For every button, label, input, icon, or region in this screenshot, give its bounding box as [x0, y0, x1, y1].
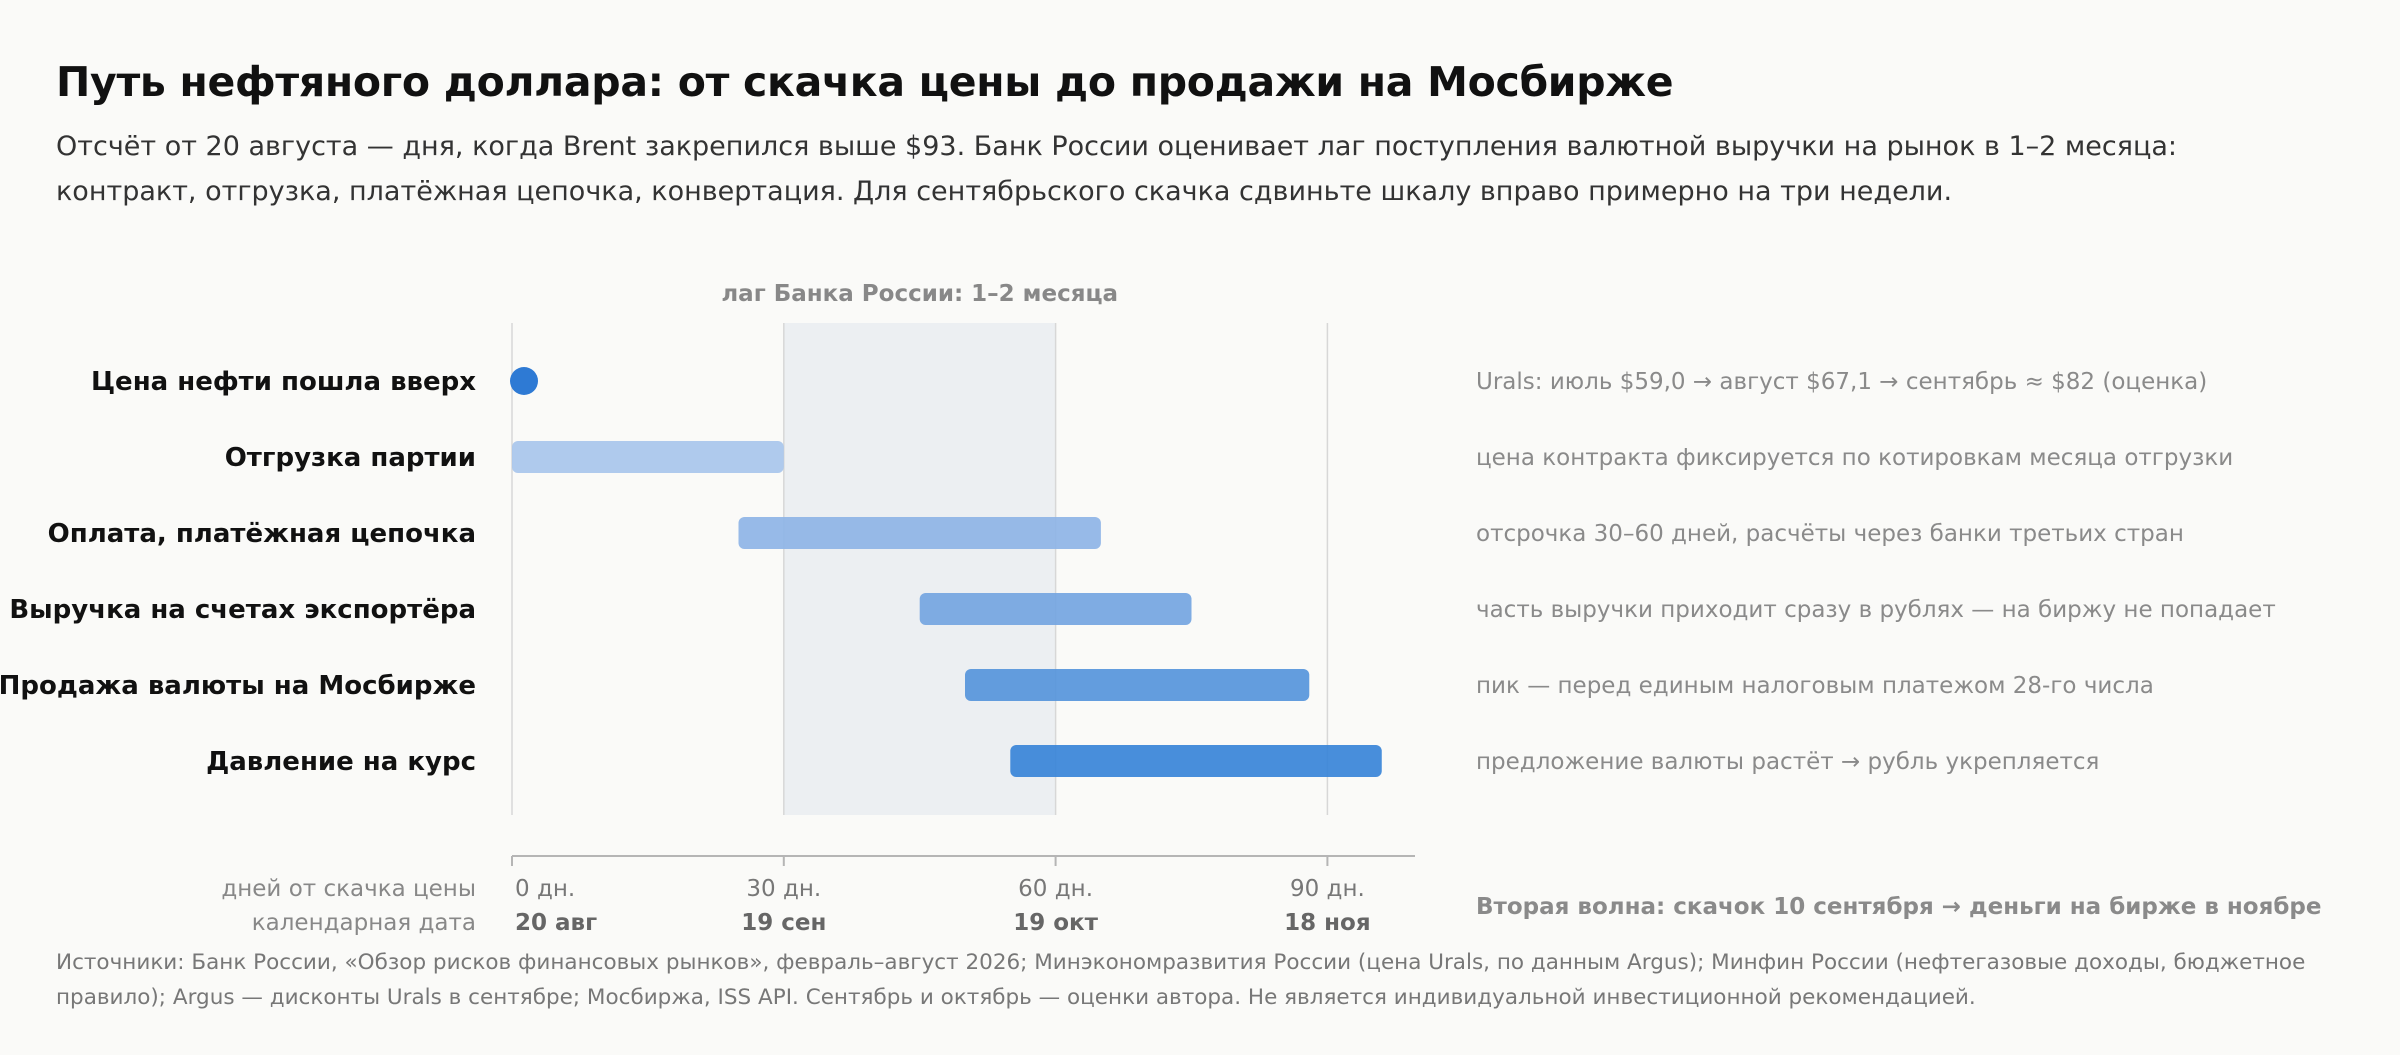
row-note: Urals: июль $59,0 → август $67,1 → сентя…	[1476, 369, 2207, 395]
row-note: пик — перед единым налоговым платежом 28…	[1476, 673, 2154, 699]
row-label: Давление на курс	[206, 747, 476, 777]
lag-band-label: лаг Банка России: 1–2 месяца	[721, 281, 1118, 307]
tick-label: 30 дн.	[746, 876, 821, 902]
tick-date: 18 ноя	[1284, 910, 1370, 936]
range-bar	[512, 441, 784, 473]
row-note: отсрочка 30–60 дней, расчёты через банки…	[1476, 521, 2184, 547]
event-point	[510, 367, 538, 395]
page-subtitle: Отсчёт от 20 августа — дня, когда Brent …	[56, 131, 2177, 207]
range-bar	[1010, 745, 1382, 777]
row-label: Продажа валюты на Мосбирже	[0, 671, 476, 701]
row-label: Отгрузка партии	[225, 443, 476, 473]
x-axis-label-days: дней от скачка цены	[221, 876, 476, 902]
second-wave-callout: Вторая волна: скачок 10 сентября → деньг…	[1476, 894, 2321, 920]
timeline-chart: лаг Банка России: 1–2 месяца Цена нефти п…	[0, 281, 2321, 936]
range-bar	[965, 669, 1310, 701]
lag-band	[783, 323, 1056, 815]
row-note: предложение валюты растёт → рубль укрепл…	[1476, 749, 2099, 775]
source-note: Источники: Банк России, «Обзор рисков фи…	[56, 950, 2306, 1010]
tick-date: 20 авг	[515, 910, 597, 936]
x-axis-label-dates: календарная дата	[252, 910, 476, 936]
row-label: Выручка на счетах экспортёра	[9, 595, 476, 625]
tick-date: 19 сен	[741, 910, 826, 936]
page-title: Путь нефтяного доллара: от скачка цены д…	[56, 58, 1674, 106]
row-note: часть выручки приходит сразу в рублях — …	[1476, 597, 2276, 623]
tick-label: 90 дн.	[1290, 876, 1365, 902]
row-note: цена контракта фиксируется по котировкам…	[1476, 445, 2233, 471]
tick-label: 0 дн.	[515, 876, 575, 902]
range-bar	[919, 593, 1192, 625]
row-label: Оплата, платёжная цепочка	[48, 519, 476, 549]
tick-label: 60 дн.	[1018, 876, 1093, 902]
range-bar	[738, 517, 1101, 549]
row-label: Цена нефти пошла вверх	[91, 367, 476, 397]
tick-date: 19 окт	[1013, 910, 1098, 936]
